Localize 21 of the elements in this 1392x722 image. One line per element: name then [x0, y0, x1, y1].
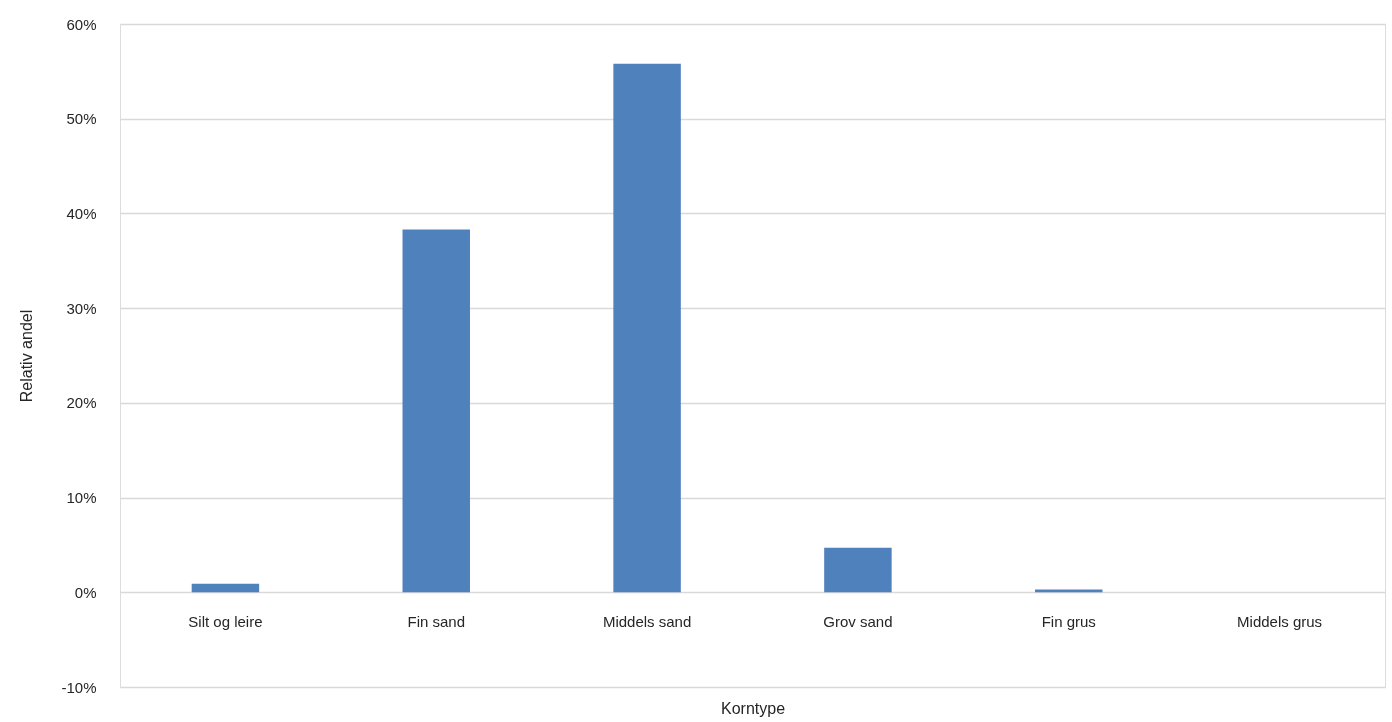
y-tick-label: 30%: [66, 299, 97, 317]
x-axis-title: Korntype: [720, 699, 786, 717]
y-tick-label: 60%: [66, 15, 97, 33]
x-tick-label: Grov sand: [823, 612, 893, 630]
y-axis-title: Relativ andel: [18, 309, 36, 403]
bar: [824, 547, 892, 593]
y-tick-label: 0%: [74, 583, 97, 601]
x-tick-label: Middels sand: [602, 612, 692, 630]
x-tick-label: Middels grus: [1237, 612, 1323, 630]
x-tick-label: Fin grus: [1041, 612, 1096, 630]
y-tick-label: -10%: [61, 678, 97, 696]
bar: [191, 583, 260, 593]
y-tick-label: 40%: [66, 204, 97, 222]
bar: [613, 63, 681, 593]
y-tick-label: 50%: [66, 110, 97, 128]
bar: [402, 229, 470, 593]
bar: [1035, 589, 1103, 593]
y-tick-label: 20%: [66, 394, 97, 412]
x-tick-label: Fin sand: [407, 612, 466, 630]
x-tick-label: Silt og leire: [188, 612, 263, 630]
y-tick-label: 10%: [66, 489, 97, 507]
